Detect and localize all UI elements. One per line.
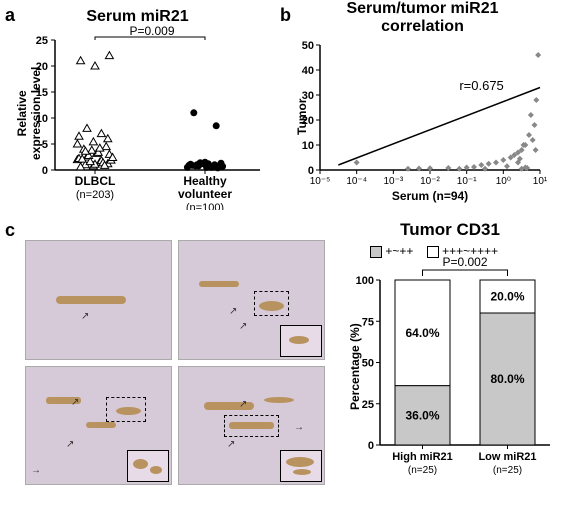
svg-text:10¹: 10¹ (533, 176, 548, 187)
svg-text:10: 10 (36, 113, 48, 125)
svg-text:10⁰: 10⁰ (496, 176, 511, 187)
svg-text:volunteer: volunteer (178, 187, 232, 201)
cd31-bar-chart: Tumor CD31 +~++ +++~++++ Percentage (%) … (340, 220, 560, 500)
svg-text:(n=25): (n=25) (408, 465, 437, 476)
ihc-inset-icon (127, 450, 169, 482)
svg-text:75: 75 (362, 316, 374, 328)
panel-a-svg: 0 5 10 15 20 25 P=0.009 DLBCL(n=203) Healthyvolu… (0, 0, 275, 210)
ihc-cell-1: + ↗ (25, 240, 172, 360)
svg-text:P=0.002: P=0.002 (442, 255, 487, 269)
svg-text:25: 25 (362, 399, 374, 411)
svg-text:80.0%: 80.0% (490, 372, 524, 386)
svg-text:10⁻⁵: 10⁻⁵ (310, 176, 331, 187)
svg-text:Low miR21: Low miR21 (478, 451, 536, 463)
panel-c-bar-svg: 0 25 50 75 100 36.0% 64.0% High miR21 (n=25) 80.0… (340, 220, 560, 510)
ihc-cell-4: ++++ ↗ ↗ → (178, 366, 325, 486)
ihc-cell-3: +++ ↗ ↗ → (25, 366, 172, 486)
svg-text:High miR21: High miR21 (392, 451, 453, 463)
svg-text:DLBCL: DLBCL (75, 174, 116, 188)
svg-text:25: 25 (36, 35, 48, 47)
svg-text:36.0%: 36.0% (405, 408, 439, 422)
svg-text:P=0.009: P=0.009 (129, 24, 174, 38)
panel-a: a Serum miR21 Relative expression level … (0, 0, 275, 210)
svg-text:20: 20 (36, 61, 48, 73)
ihc-inset-icon (280, 325, 322, 357)
panel-c-label: c (5, 220, 15, 241)
svg-text:Healthy: Healthy (183, 174, 227, 188)
panel-b-svg: 0102030405010⁻⁵10⁻⁴10⁻³10⁻²10⁻¹10⁰10¹Ser… (280, 0, 565, 210)
svg-text:20: 20 (302, 115, 314, 127)
svg-text:50: 50 (302, 40, 314, 52)
svg-text:10⁻²: 10⁻² (420, 176, 440, 187)
svg-text:100: 100 (356, 275, 374, 287)
panel-c: c + ↗ ++ ↗ ↗ +++ ↗ ↗ → (0, 220, 567, 510)
svg-text:r=0.675: r=0.675 (459, 78, 503, 93)
svg-text:0: 0 (368, 440, 374, 452)
svg-text:(n=100): (n=100) (186, 202, 224, 210)
svg-text:15: 15 (36, 87, 48, 99)
ihc-inset-icon (280, 450, 322, 482)
svg-text:50: 50 (362, 358, 374, 370)
svg-text:64.0%: 64.0% (405, 326, 439, 340)
svg-text:0: 0 (42, 165, 48, 177)
svg-text:(n=25): (n=25) (493, 465, 522, 476)
svg-text:10⁻⁴: 10⁻⁴ (346, 176, 367, 187)
svg-text:10⁻³: 10⁻³ (383, 176, 403, 187)
panel-b: b Serum/tumor miR21 correlation Tumor 01… (280, 0, 565, 210)
svg-text:20.0%: 20.0% (490, 290, 524, 304)
ihc-cell-2: ++ ↗ ↗ (178, 240, 325, 360)
svg-text:5: 5 (42, 139, 48, 151)
svg-text:10⁻¹: 10⁻¹ (457, 176, 477, 187)
svg-text:(n=203): (n=203) (76, 189, 114, 201)
ihc-grid: + ↗ ++ ↗ ↗ +++ ↗ ↗ → (25, 240, 325, 485)
svg-text:40: 40 (302, 65, 314, 77)
svg-text:Serum (n=94): Serum (n=94) (392, 189, 468, 203)
svg-text:10: 10 (302, 140, 314, 152)
svg-text:30: 30 (302, 90, 314, 102)
